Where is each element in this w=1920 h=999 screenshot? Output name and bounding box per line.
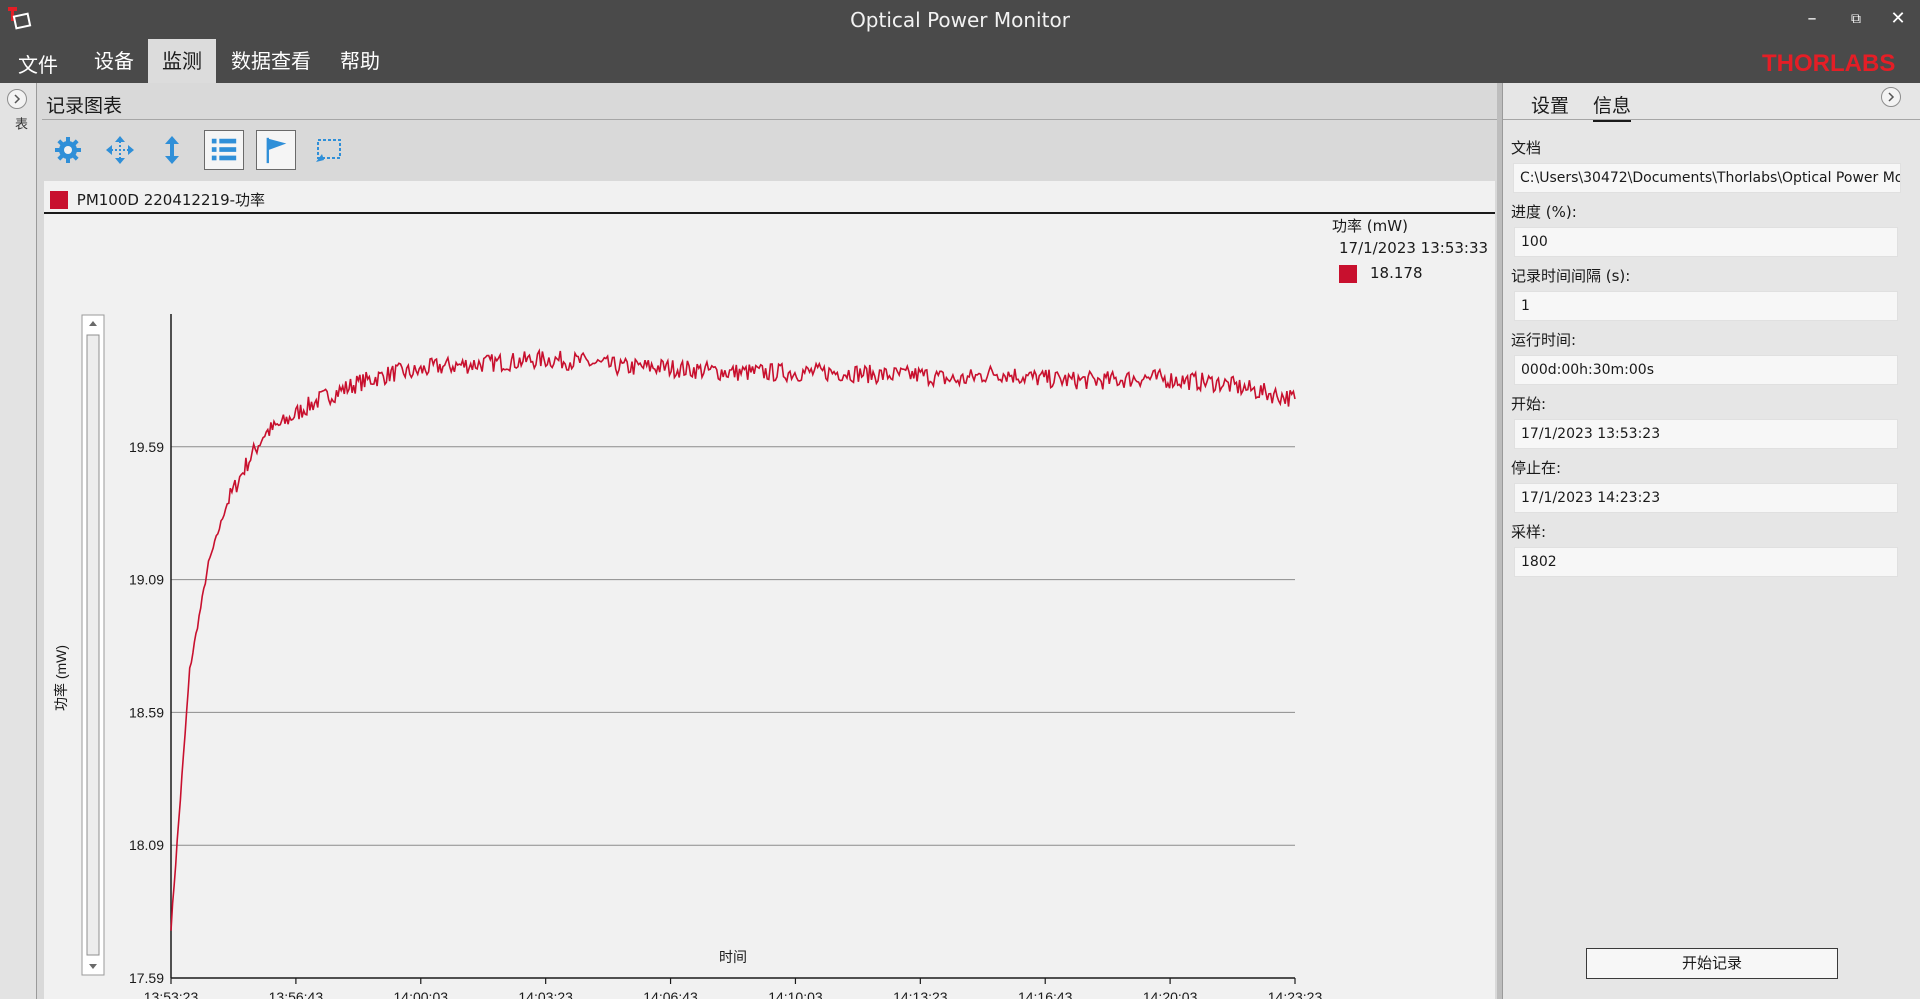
document-path-field[interactable]: C:\Users\30472\Documents\Thorlabs\Optica… [1513, 163, 1901, 193]
menu-device[interactable]: 设备 [94, 49, 134, 73]
y-tick-label: 18.09 [129, 837, 164, 853]
progress-field[interactable]: 100 [1514, 227, 1898, 257]
cursor-legend-unit: 功率 (mW) [1332, 217, 1408, 235]
field-label-progress: 进度 (%): [1511, 203, 1577, 221]
x-tick-time-label: 14:16:43 [1018, 989, 1073, 999]
tabs-divider [1503, 119, 1920, 120]
y-tick-label: 17.59 [129, 970, 164, 986]
info-side-panel: 设置 信息 文档 C:\Users\30472\Documents\Thorla… [1502, 83, 1920, 999]
window-title: Optical Power Monitor [850, 8, 1070, 32]
selection-zoom-icon [316, 139, 341, 162]
y-tick-labels: 17.59 18.09 18.59 19.09 19.59 [129, 439, 164, 986]
tab-info[interactable]: 信息 [1593, 91, 1632, 122]
field-label-samples: 采样: [1511, 523, 1547, 541]
flag-marker-icon [266, 137, 287, 164]
chevron-right-icon [14, 94, 21, 104]
y-axis-scrollbar[interactable] [81, 314, 105, 976]
cursor-legend-swatch [1339, 265, 1357, 283]
tab-settings[interactable]: 设置 [1531, 95, 1570, 117]
start-recording-button[interactable]: 开始记录 [1586, 948, 1838, 979]
grid-lines [171, 446, 1295, 846]
x-tick-time-label: 14:23:23 [1268, 989, 1323, 999]
left-collapsed-panel: 表 [0, 83, 37, 999]
field-label-stop: 停止在: [1511, 459, 1562, 477]
menu-bar: 文件 设备 监测 数据查看 帮助 [0, 39, 1920, 83]
marker-flag-button[interactable] [256, 130, 296, 170]
close-icon: ✕ [1890, 8, 1906, 29]
x-tick-time-label: 13:56:43 [269, 989, 324, 999]
runtime-field[interactable]: 000d:00h:30m:00s [1514, 355, 1898, 385]
cursor-legend-time: 17/1/2023 13:53:33 [1339, 239, 1489, 257]
x-tick-time-label: 14:06:43 [643, 989, 698, 999]
settings-gear-icon [55, 137, 81, 163]
menu-help[interactable]: 帮助 [340, 49, 380, 73]
selection-zoom-button[interactable] [308, 130, 348, 170]
minimize-button[interactable]: – [1798, 6, 1826, 32]
field-label-interval: 记录时间间隔 (s): [1511, 267, 1631, 285]
start-time-field[interactable]: 17/1/2023 13:53:23 [1514, 419, 1898, 449]
panel-title-divider [42, 119, 1497, 120]
close-button[interactable]: ✕ [1884, 6, 1912, 32]
field-label-runtime: 运行时间: [1511, 331, 1577, 349]
x-tick-time-label: 14:03:23 [518, 989, 573, 999]
scroll-up-icon[interactable] [89, 321, 97, 326]
series-line [170, 348, 1296, 931]
scroll-down-icon[interactable] [89, 964, 97, 969]
series-legend[interactable]: PM100D 220412219-功率 [50, 189, 266, 209]
menu-monitor[interactable]: 监测 [148, 39, 216, 83]
y-tick-label: 18.59 [129, 704, 164, 720]
samples-field[interactable]: 1802 [1514, 547, 1898, 577]
list-view-button[interactable] [204, 130, 244, 170]
interval-field[interactable]: 1 [1514, 291, 1898, 321]
field-label-start: 开始: [1511, 395, 1547, 413]
chevron-right-icon [1888, 92, 1895, 102]
series-legend-label: PM100D 220412219-功率 [76, 191, 266, 209]
collapse-right-panel-button[interactable] [1881, 87, 1901, 107]
minimize-icon: – [1807, 8, 1817, 29]
cursor-legend-value: 18.178 [1370, 264, 1423, 282]
x-tick-time-label: 14:00:03 [394, 989, 449, 999]
x-tick-time-label: 14:13:23 [893, 989, 948, 999]
vertical-scale-button[interactable] [152, 130, 192, 170]
restore-button[interactable]: ⧉ [1842, 6, 1870, 32]
x-tick-time-label: 13:53:23 [144, 989, 199, 999]
chart-top-divider [44, 212, 1495, 214]
y-axis-title: 功率 (mW) [53, 645, 69, 711]
power-chart[interactable]: 17.59 18.09 18.59 19.09 19.59 13:53:2301/17/… [44, 181, 1495, 999]
menu-data-view[interactable]: 数据查看 [231, 49, 311, 73]
panel-splitter[interactable] [1497, 83, 1502, 999]
menu-file[interactable]: 文件 [18, 53, 58, 77]
x-ticks: 13:53:2301/17/2313:56:4301/17/2314:00:03… [144, 978, 1323, 999]
pan-button[interactable] [100, 130, 140, 170]
list-view-icon [211, 138, 237, 161]
vertical-scale-icon [165, 136, 179, 164]
y-tick-label: 19.09 [129, 572, 164, 588]
panel-title: 记录图表 [46, 95, 123, 117]
x-axis-title: 时间 [719, 949, 747, 965]
title-bar: Optical Power Monitor – ⧉ ✕ [0, 0, 1920, 39]
chart-area: PM100D 220412219-功率 17.59 18.09 18.59 19.09… [44, 181, 1495, 999]
left-panel-label: 表 [12, 117, 27, 130]
series-color-swatch [50, 190, 68, 209]
restore-icon: ⧉ [1851, 11, 1861, 27]
y-tick-label: 19.59 [129, 439, 164, 455]
logo-text: THORLABS [1762, 50, 1895, 77]
stop-time-field[interactable]: 17/1/2023 14:23:23 [1514, 483, 1898, 513]
chart-settings-button[interactable] [48, 130, 88, 170]
expand-left-panel-button[interactable] [7, 89, 27, 109]
field-label-document: 文档 [1511, 139, 1542, 157]
thorlabs-logo: THORLABS [1762, 50, 1895, 77]
x-tick-time-label: 14:10:03 [768, 989, 823, 999]
x-tick-time-label: 14:20:03 [1143, 989, 1198, 999]
pan-move-icon [106, 136, 134, 164]
app-logo-icon [8, 7, 32, 30]
chart-panel: 记录图表 [38, 83, 1502, 999]
